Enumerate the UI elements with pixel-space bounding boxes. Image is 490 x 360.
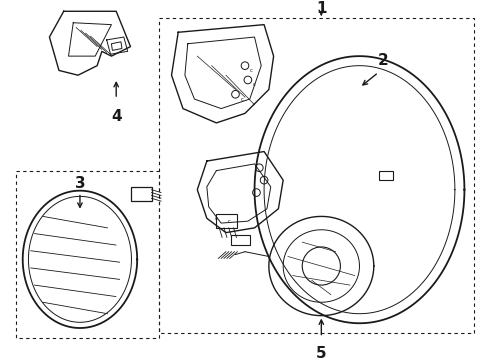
Text: c: c xyxy=(253,82,256,87)
Text: 4: 4 xyxy=(111,109,122,124)
Text: c: c xyxy=(215,216,218,221)
Text: 1: 1 xyxy=(316,1,326,16)
Text: 2: 2 xyxy=(378,53,389,68)
Text: c: c xyxy=(227,219,230,224)
Text: 5: 5 xyxy=(316,346,327,360)
Text: c: c xyxy=(241,96,244,102)
Text: 3: 3 xyxy=(74,176,85,190)
Text: c: c xyxy=(250,68,253,73)
